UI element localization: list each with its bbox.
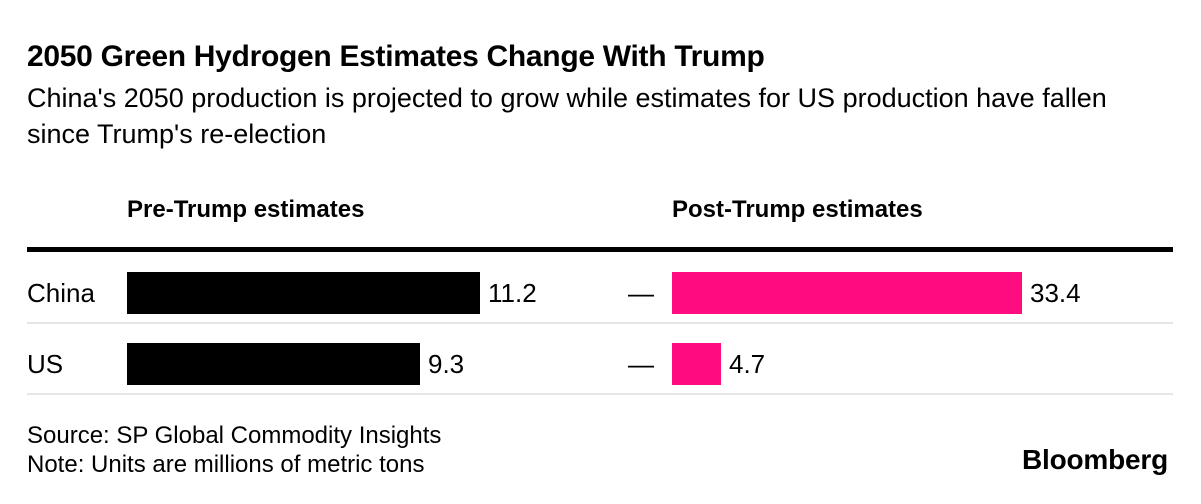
chart-row-us: US 9.3 — 4.7 [27, 323, 1173, 395]
note-line: Note: Units are millions of metric tons [27, 451, 425, 478]
chart-subtitle: China's 2050 production is projected to … [27, 83, 1107, 149]
dash-separator-icon: — [628, 277, 654, 308]
bar-pre-china [127, 272, 480, 314]
footer-text: Source: SP Global Commodity Insights Not… [27, 421, 441, 479]
bar-post-us [672, 343, 721, 385]
value-label-post-us: 4.7 [729, 348, 766, 379]
bar-pre-us [127, 343, 420, 385]
header-rule [27, 247, 1173, 252]
source-line: Source: SP Global Commodity Insights [27, 422, 442, 449]
value-label-pre-us: 9.3 [428, 348, 465, 379]
chart-title: 2050 Green Hydrogen Estimates Change Wit… [27, 40, 765, 73]
column-header-pre-trump: Pre-Trump estimates [127, 196, 365, 223]
value-label-post-china: 33.4 [1030, 277, 1081, 308]
bloomberg-logo: Bloomberg [1022, 444, 1168, 475]
dash-separator-icon: — [628, 348, 654, 379]
column-header-post-trump: Post-Trump estimates [672, 196, 923, 223]
row-label-china: China [27, 277, 95, 308]
bar-post-china [672, 272, 1022, 314]
value-label-pre-china: 11.2 [488, 277, 537, 308]
row-label-us: US [27, 348, 64, 379]
chart-row-china: China 11.2 — 33.4 [27, 252, 1173, 324]
